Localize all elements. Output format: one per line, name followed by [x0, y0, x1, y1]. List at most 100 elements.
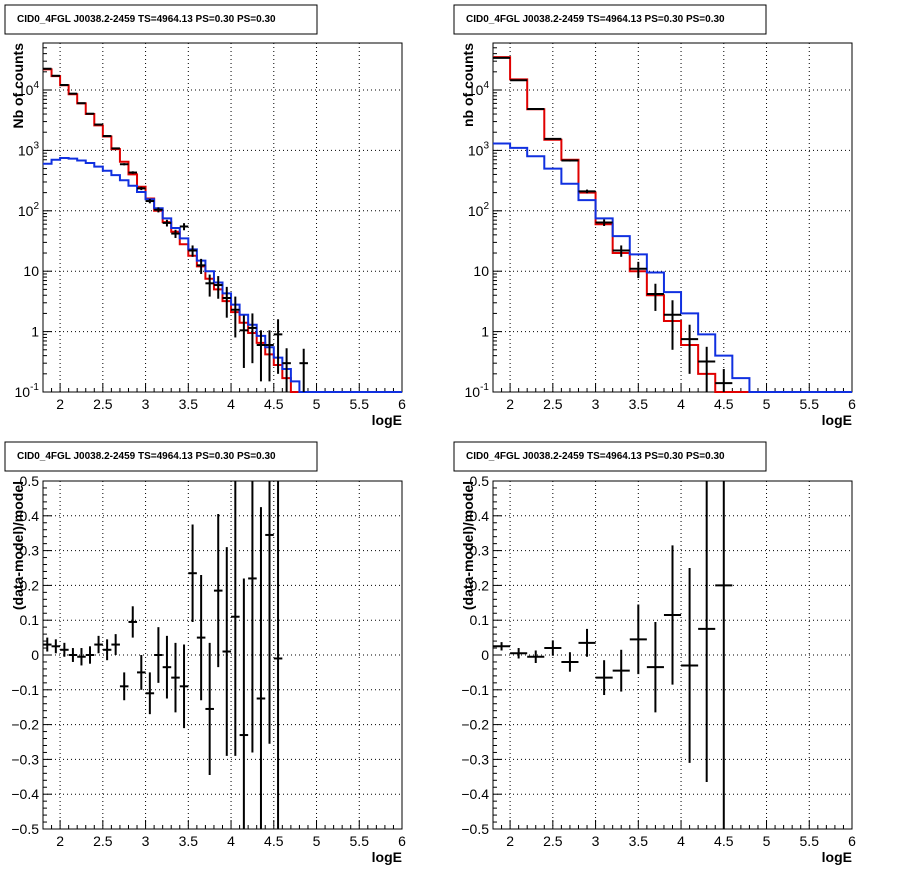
x-tick-label: 3	[592, 396, 600, 412]
data-point	[222, 286, 232, 318]
data-point	[188, 245, 197, 257]
y-tick-label: 103	[468, 140, 490, 158]
y-tick-label: 102	[18, 201, 40, 219]
data-point	[137, 655, 146, 690]
y-tick-label: 0	[31, 647, 39, 663]
x-tick-label: 4	[227, 396, 235, 412]
data-point	[239, 578, 249, 829]
data-point	[248, 481, 257, 753]
x-tick-label: 2	[56, 396, 64, 412]
data-point	[68, 648, 78, 662]
data-point	[595, 219, 613, 227]
data-point	[85, 646, 95, 664]
data-point	[561, 159, 579, 162]
data-point	[248, 313, 257, 364]
y-tick-label: 103	[18, 140, 40, 158]
source-model-histogram	[493, 142, 852, 393]
data-point	[128, 606, 138, 638]
x-tick-label: 5	[313, 396, 321, 412]
y-tick-label: 0.1	[470, 612, 490, 628]
data-point	[119, 672, 129, 701]
data-point	[188, 524, 197, 622]
chart-title: CID0_4FGL J0038.2-2459 TS=4964.13 PS=0.3…	[466, 14, 725, 25]
y-tick-label: 0.4	[20, 508, 40, 524]
chart-title: CID0_4FGL J0038.2-2459 TS=4964.13 PS=0.3…	[17, 14, 276, 25]
x-tick-label: 6	[848, 833, 856, 849]
data-point	[273, 319, 283, 374]
y-tick-label: 0.3	[20, 543, 40, 559]
data-point	[111, 147, 120, 150]
y-tick-label: 10	[23, 263, 39, 279]
data-point	[196, 258, 206, 274]
x-axis-title: logE	[822, 412, 852, 428]
y-tick-label: −0.2	[11, 717, 39, 733]
x-tick-label: 4.5	[714, 396, 734, 412]
x-tick-label: 4	[677, 833, 685, 849]
data-point	[561, 652, 579, 672]
y-axis-title: (data-model)/model	[10, 481, 26, 610]
x-axis-title: logE	[372, 412, 402, 428]
data-point	[196, 574, 206, 701]
data-point	[715, 369, 733, 392]
x-tick-label: 5	[763, 396, 771, 412]
data-point	[578, 628, 596, 657]
x-tick-label: 3.5	[179, 833, 199, 849]
y-tick-label: −0.4	[11, 786, 39, 802]
y-tick-label: −0.2	[461, 717, 489, 733]
chart-title-box	[4, 4, 318, 35]
source-model-histogram	[43, 156, 402, 393]
y-axis-title: nb of counts	[460, 43, 476, 127]
chart-title: CID0_4FGL J0038.2-2459 TS=4964.13 PS=0.3…	[466, 451, 725, 462]
data-point	[578, 189, 596, 194]
x-tick-label: 5	[313, 833, 321, 849]
data-point	[154, 207, 163, 213]
data-point	[171, 229, 180, 238]
chart-title-box	[453, 441, 767, 472]
y-axis-title: (data-model)/model	[460, 481, 476, 610]
x-tick-label: 4	[227, 833, 235, 849]
x-tick-label: 2.5	[543, 833, 563, 849]
y-tick-label: 10-1	[465, 382, 490, 400]
data-point	[510, 648, 528, 659]
y-tick-label: 0	[481, 647, 489, 663]
y-tick-label: 0.2	[20, 577, 40, 593]
y-tick-label: 0.5	[470, 473, 490, 489]
x-axis-title: logE	[822, 849, 852, 865]
y-tick-label: 0.2	[470, 577, 490, 593]
data-point	[612, 649, 630, 692]
y-tick-label: 104	[18, 80, 40, 98]
data-point	[145, 672, 155, 715]
chart-title: CID0_4FGL J0038.2-2459 TS=4964.13 PS=0.3…	[17, 451, 276, 462]
data-point	[60, 642, 69, 657]
data-point	[77, 102, 86, 105]
data-point	[527, 107, 545, 110]
x-tick-label: 6	[398, 396, 406, 412]
data-point	[119, 163, 129, 166]
y-tick-label: −0.1	[11, 682, 39, 698]
data-point	[68, 92, 78, 95]
data-point	[94, 123, 103, 126]
x-tick-label: 2	[56, 833, 64, 849]
data-point	[663, 300, 682, 350]
data-point	[299, 348, 308, 392]
y-tick-label: 0.1	[20, 612, 40, 628]
y-tick-label: −0.4	[461, 786, 489, 802]
y-tick-label: 1	[31, 324, 39, 340]
data-point	[646, 621, 664, 713]
data-point	[51, 639, 61, 654]
y-tick-label: −0.3	[461, 751, 489, 767]
chart-title-box	[4, 441, 318, 472]
plot-frame	[42, 480, 403, 830]
chart-panel-2: 2 2.5 3 3.5 4 4.5 5 5.5 6 10-1 1 10 102 103 104 logE nb …	[453, 4, 856, 428]
x-tick-label: 4.5	[264, 396, 284, 412]
data-point	[493, 642, 511, 651]
plot-frame	[42, 42, 403, 393]
chart-panel-4: 2 2.5 3 3.5 4 4.5 5 5.5 6 −0.5 −0.4 −0.3 −0.2 −0.1 0 0.…	[453, 441, 856, 865]
x-tick-label: 3	[592, 833, 600, 849]
data-point	[94, 635, 103, 654]
data-point	[663, 545, 682, 685]
data-point	[179, 644, 189, 729]
y-tick-label: −0.5	[11, 821, 39, 837]
data-point	[265, 481, 274, 744]
